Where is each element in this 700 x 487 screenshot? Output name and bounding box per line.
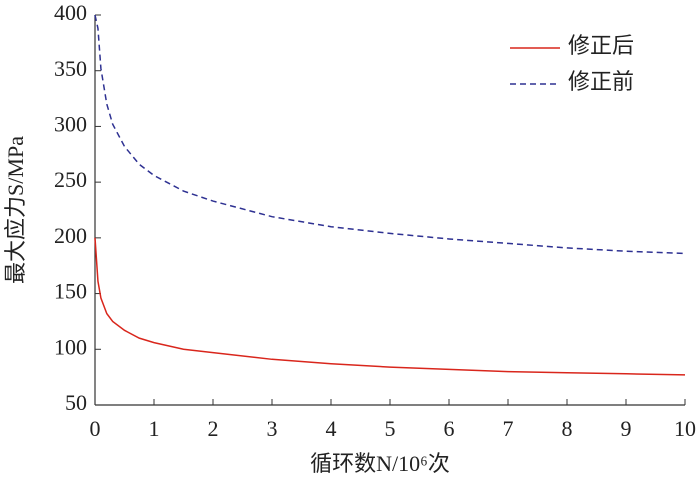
y-tick-label: 150 [54,279,87,304]
x-tick-label: 9 [621,416,632,441]
x-axis-label: 循环数N/10⁶次 [310,451,450,476]
legend-label: 修正前 [568,69,634,94]
x-tick-label: 4 [326,416,337,441]
y-tick-label: 350 [54,56,87,81]
x-tick-label: 1 [149,416,160,441]
y-axis-label: 最大应力S/MPa [3,136,28,284]
y-tick-label: 250 [54,167,87,192]
x-tick-label: 7 [503,416,514,441]
series-line [94,14,686,255]
legend-label: 修正后 [568,33,634,58]
x-tick-label: 2 [208,416,219,441]
x-tick-label: 8 [562,416,573,441]
x-tick-label: 0 [90,416,101,441]
x-tick-label: 5 [385,416,396,441]
y-tick-label: 400 [54,0,87,25]
x-tick-label: 10 [674,416,696,441]
x-tick-label: 6 [444,416,455,441]
y-tick-label: 200 [54,223,87,248]
y-tick-label: 300 [54,111,87,136]
x-tick-label: 3 [267,416,278,441]
y-tick-label: 100 [54,334,87,359]
y-tick-label: 50 [65,390,87,415]
series-line [94,237,686,376]
